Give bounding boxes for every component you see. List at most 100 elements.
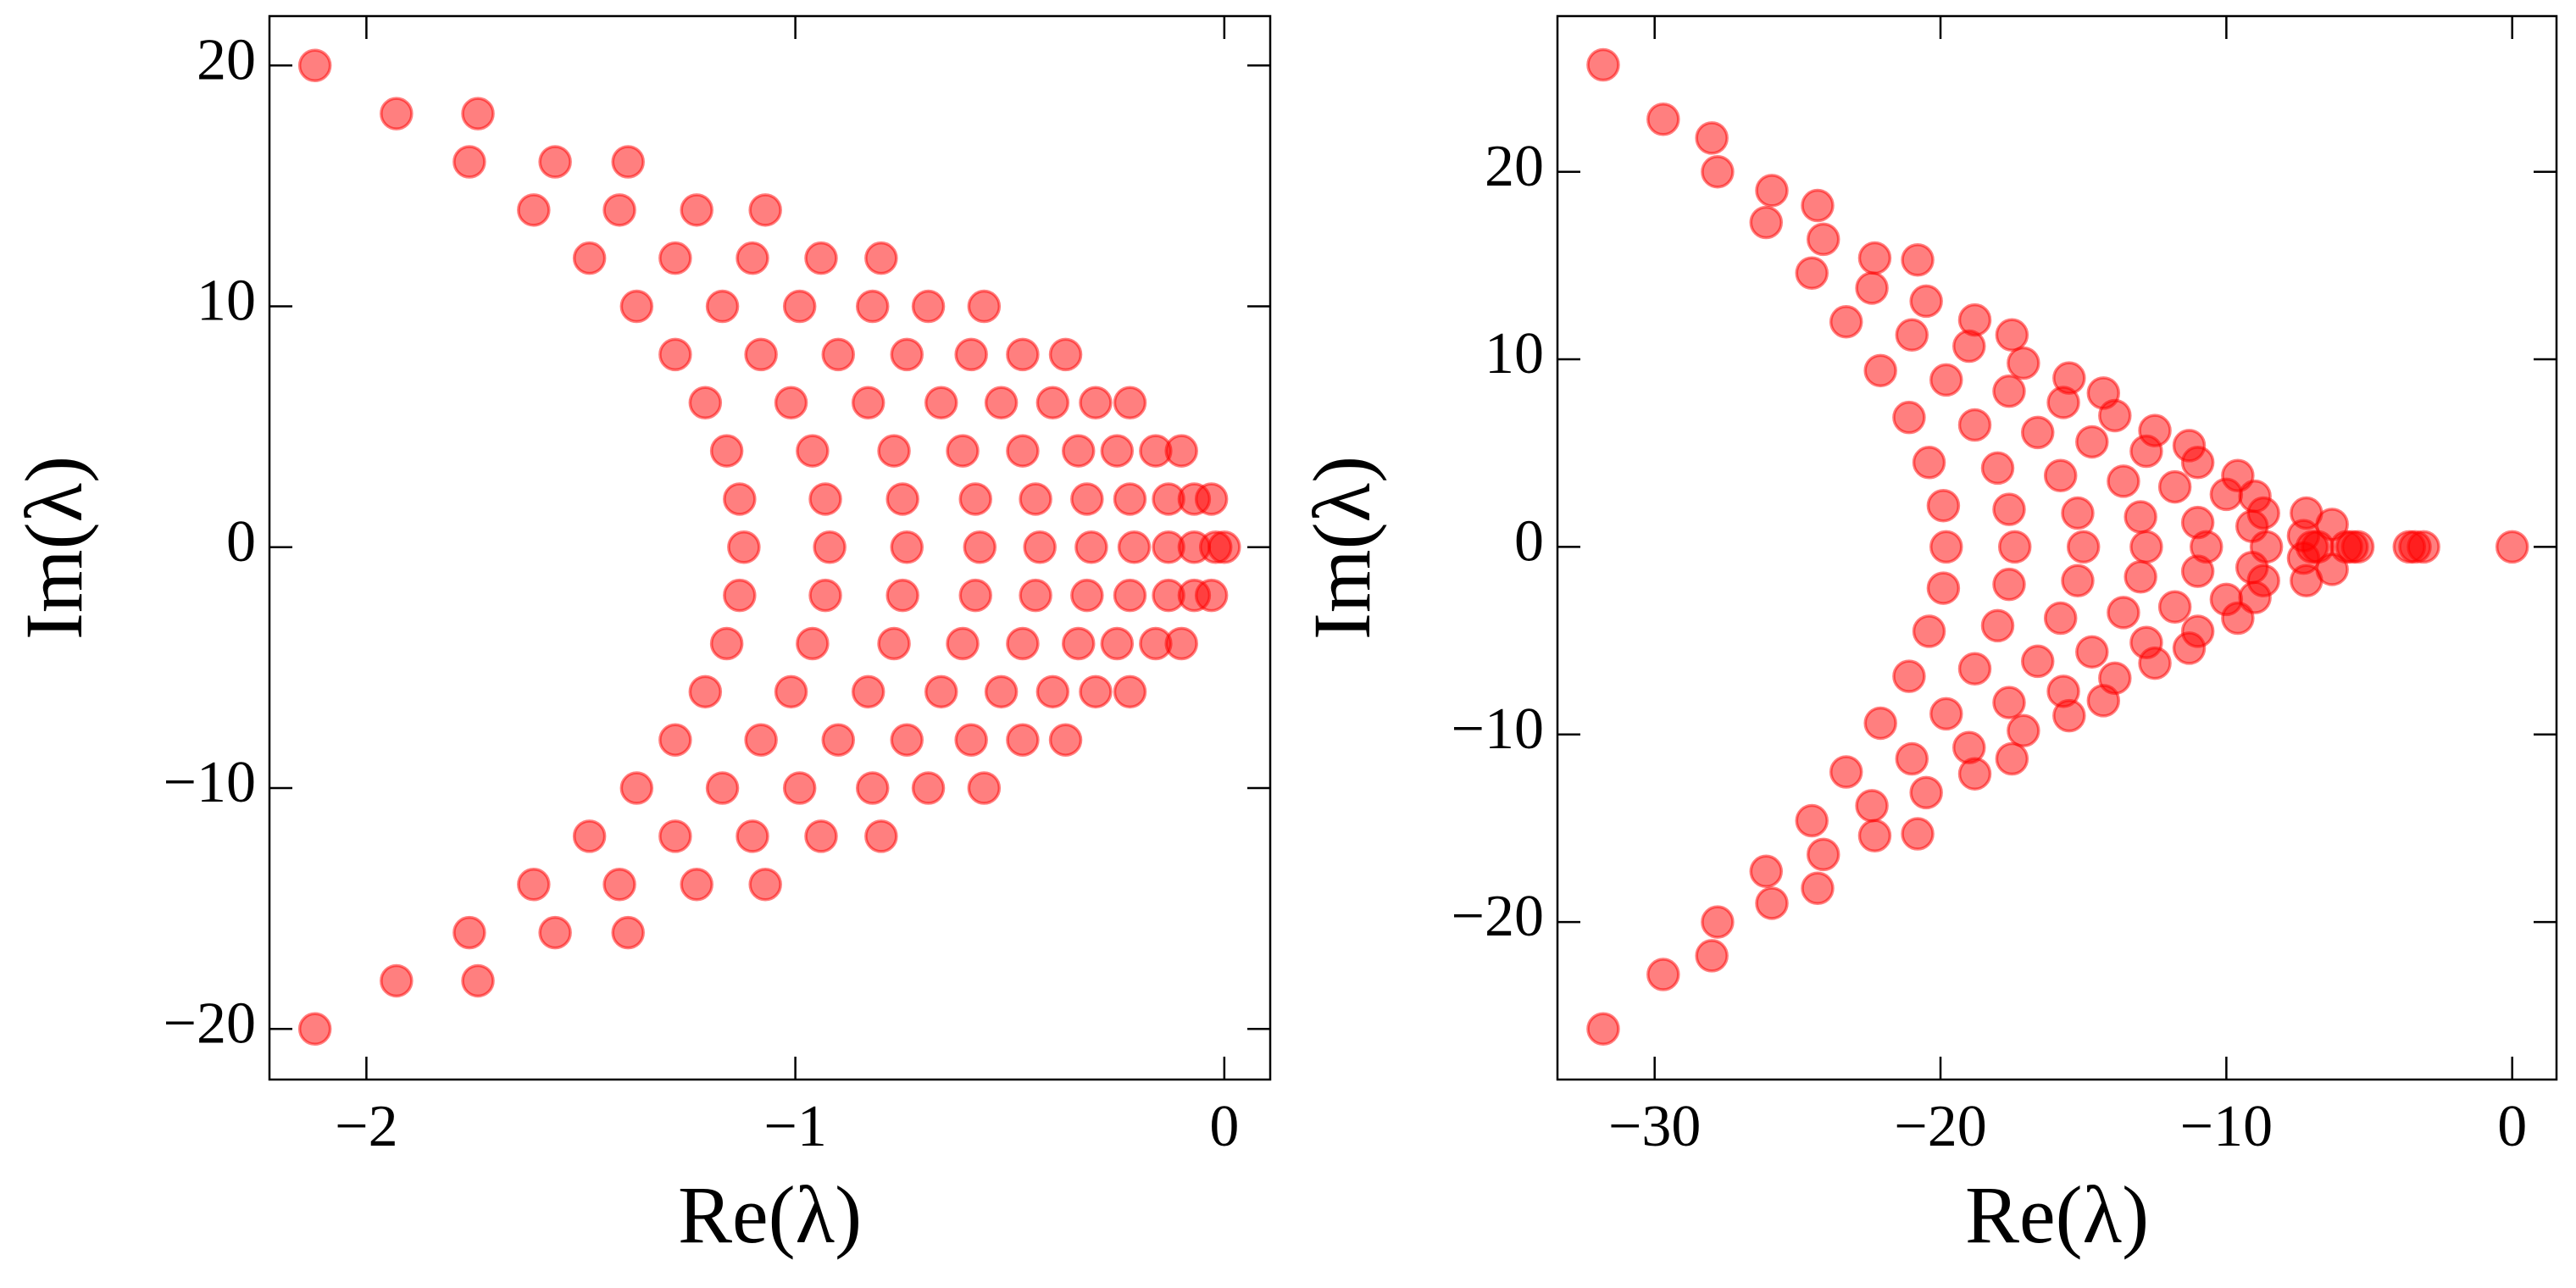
point: [1113, 578, 1147, 613]
point: [680, 868, 713, 902]
x-tick-label: 0: [1209, 1094, 1239, 1159]
point: [1100, 434, 1135, 468]
point: [2046, 386, 2080, 419]
point: [2495, 530, 2529, 564]
point: [1006, 723, 1040, 757]
point: [954, 723, 988, 757]
point: [877, 626, 911, 661]
point: [864, 241, 898, 275]
point: [954, 337, 988, 372]
point: [709, 434, 744, 468]
point: [1980, 608, 2015, 643]
point: [1912, 614, 1946, 648]
points: [1586, 47, 2529, 1046]
point: [2098, 661, 2132, 696]
point: [2124, 560, 2157, 594]
point: [736, 241, 769, 275]
point: [1586, 47, 1620, 82]
point: [602, 868, 636, 902]
point: [890, 337, 924, 372]
point: [611, 915, 645, 950]
point: [946, 434, 980, 468]
point: [1895, 741, 1929, 776]
point: [1952, 329, 1986, 364]
point: [1957, 652, 1992, 686]
point: [2107, 596, 2140, 630]
point: [984, 386, 1019, 419]
point: [2246, 564, 2280, 597]
y-axis-label: Im(λ): [8, 456, 99, 640]
point: [1992, 492, 2026, 526]
point: [748, 193, 782, 227]
point: [611, 145, 645, 179]
point: [796, 434, 830, 468]
point: [2007, 713, 2040, 748]
point: [688, 386, 723, 419]
x-axis-label: Re(λ): [1965, 1169, 2149, 1260]
y-tick-label: 10: [1485, 321, 1544, 386]
point: [2061, 496, 2095, 530]
point: [1646, 102, 1680, 136]
point: [1749, 854, 1784, 889]
point: [1952, 730, 1986, 764]
point: [452, 145, 486, 179]
point: [1061, 434, 1096, 468]
point: [727, 530, 761, 564]
point: [619, 289, 654, 324]
points: [297, 48, 1241, 1046]
point: [851, 386, 886, 419]
point: [452, 915, 486, 950]
scatter-plot: −30 −20 −10 0 −20 −10 0 10 20 Re(λ) Im(λ): [1296, 14, 2558, 1260]
point: [619, 771, 654, 805]
point: [967, 289, 1002, 324]
point: [705, 289, 740, 324]
point: [1929, 363, 1963, 397]
point: [804, 819, 838, 853]
point: [517, 868, 551, 902]
point: [1035, 386, 1070, 419]
point: [1019, 482, 1052, 516]
point: [744, 337, 778, 372]
point: [1909, 775, 1943, 810]
point: [572, 241, 607, 275]
point: [1857, 241, 1892, 275]
point: [461, 963, 495, 998]
point: [1006, 337, 1040, 372]
point: [924, 675, 958, 709]
x-tick-label: −20: [1894, 1094, 1986, 1159]
point: [1926, 571, 1961, 605]
point: [736, 819, 769, 853]
point: [297, 48, 332, 83]
point: [2066, 530, 2101, 564]
point: [864, 819, 898, 853]
point: [1801, 188, 1835, 223]
point: [572, 819, 607, 853]
point: [1929, 530, 1963, 564]
point: [1997, 530, 2032, 564]
point: [804, 241, 838, 275]
y-tick-label: 20: [1485, 134, 1544, 199]
y-axis-label: Im(λ): [1296, 456, 1387, 640]
point: [1194, 578, 1229, 613]
point: [1701, 154, 1735, 189]
point: [2301, 530, 2335, 564]
point: [1892, 400, 1926, 435]
point: [723, 482, 757, 516]
point: [2124, 500, 2157, 534]
point: [1855, 789, 1889, 823]
point: [1079, 386, 1113, 419]
point: [1926, 488, 1961, 523]
point: [1909, 284, 1943, 319]
point: [886, 482, 919, 516]
point: [1863, 353, 1897, 388]
point: [1795, 803, 1829, 838]
point: [946, 626, 980, 661]
point: [1806, 837, 1840, 872]
point: [2157, 469, 2192, 504]
point: [1829, 755, 1863, 789]
x-axis-label: Re(λ): [678, 1169, 862, 1260]
point: [2340, 530, 2375, 564]
point: [380, 97, 414, 130]
x-tick-label: 0: [2497, 1094, 2527, 1159]
point: [1164, 626, 1198, 661]
